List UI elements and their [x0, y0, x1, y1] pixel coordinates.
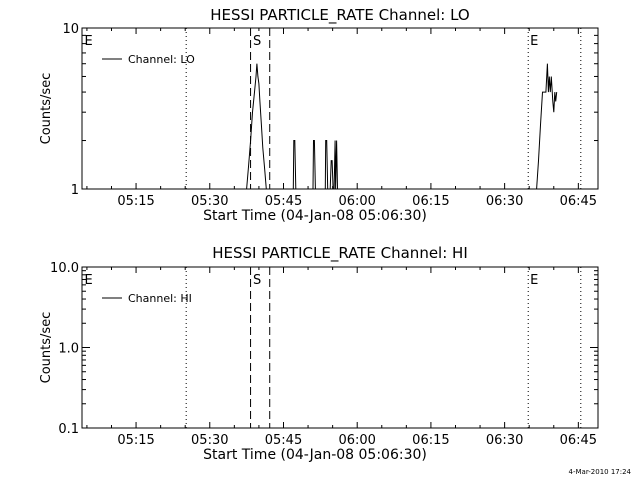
- x-tick-label: 05:15: [117, 433, 154, 448]
- y-tick-label: 1.0: [58, 342, 79, 357]
- y-axis-label: Counts/sec: [39, 73, 54, 145]
- x-axis-label: Start Time (04-Jan-08 05:06:30): [203, 208, 427, 224]
- x-tick-label: 06:30: [486, 194, 523, 209]
- x-tick-label: 06:45: [560, 433, 597, 448]
- y-tick-label: 10.0: [50, 261, 79, 276]
- event-annotation: E: [530, 34, 538, 49]
- x-tick-label: 05:45: [265, 194, 302, 209]
- hi-channel-panel: HESSI PARTICLE_RATE Channel: HI 05:15 05:3…: [39, 244, 599, 463]
- x-tick-label: 05:15: [117, 194, 154, 209]
- x-tick-label: 06:00: [338, 433, 375, 448]
- event-annotation: S: [253, 34, 261, 49]
- x-tick-label: 06:30: [486, 433, 523, 448]
- x-tick-label: 06:00: [338, 194, 375, 209]
- x-tick-label: 05:45: [265, 433, 302, 448]
- y-tick-label: 1: [71, 183, 79, 198]
- event-annotation: S: [253, 273, 261, 288]
- y-tick-label: 0.1: [58, 422, 79, 437]
- legend-label: Channel: LO: [128, 53, 195, 66]
- event-annotation: E: [84, 273, 92, 288]
- x-tick-label: 06:15: [412, 194, 449, 209]
- x-tick-label: 05:30: [191, 194, 228, 209]
- event-annotation: E: [84, 34, 92, 49]
- lo-channel-panel: HESSI PARTICLE_RATE Channel: LO 05:15 05:3…: [39, 6, 599, 224]
- chart-title: HESSI PARTICLE_RATE Channel: HI: [212, 244, 468, 263]
- chart-title: HESSI PARTICLE_RATE Channel: LO: [210, 6, 469, 25]
- legend-label: Channel: HI: [128, 292, 192, 305]
- y-axis-label: Counts/sec: [39, 312, 54, 384]
- event-annotation: E: [530, 273, 538, 288]
- series-line: [246, 63, 558, 190]
- x-tick-label: 06:45: [560, 194, 597, 209]
- x-tick-label: 06:15: [412, 433, 449, 448]
- x-tick-label: 05:30: [191, 433, 228, 448]
- y-tick-label: 10: [62, 22, 79, 37]
- x-axis-label: Start Time (04-Jan-08 05:06:30): [203, 447, 427, 463]
- footer-timestamp: 4-Mar-2010 17:24: [568, 468, 631, 476]
